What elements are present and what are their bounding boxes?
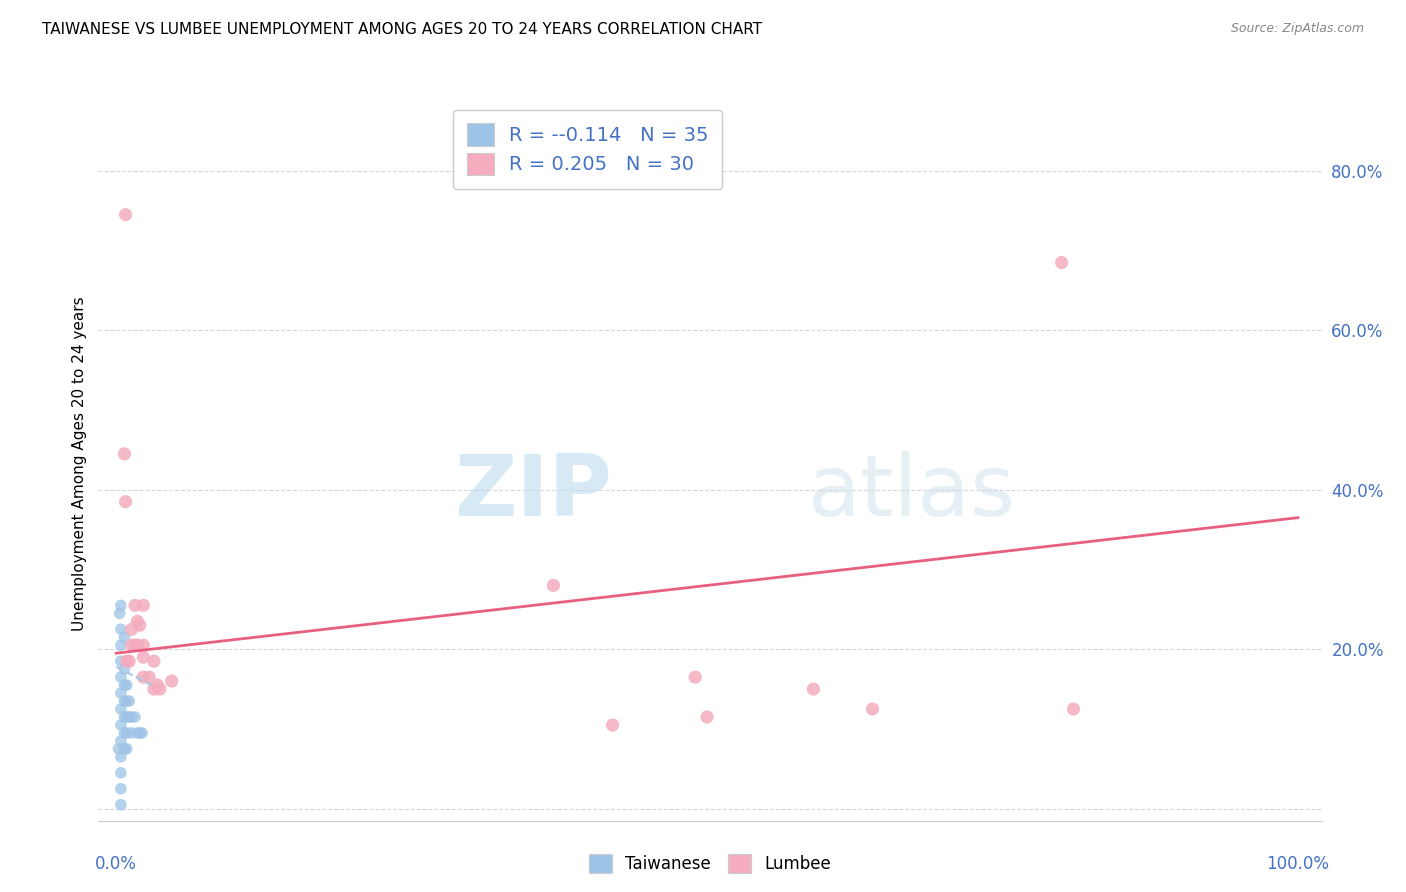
Point [115,678,138,692]
Point [112,678,135,692]
Point [110,718,132,732]
Point [803,682,825,697]
Text: TAIWANESE VS LUMBEE UNEMPLOYMENT AMONG AGES 20 TO 24 YEARS CORRELATION CHART: TAIWANESE VS LUMBEE UNEMPLOYMENT AMONG A… [42,22,762,37]
Point [127,615,149,629]
Point [132,670,155,684]
Point [121,622,143,636]
Point [110,781,132,796]
Point [132,599,155,613]
Point [114,494,136,508]
Point [112,726,135,740]
Point [118,654,141,668]
Point [115,726,138,740]
Point [121,710,143,724]
Point [112,694,135,708]
Point [127,726,149,740]
Text: 0.0%: 0.0% [96,855,138,873]
Point [862,702,884,716]
Point [602,718,624,732]
Point [121,726,143,740]
Text: ZIP: ZIP [454,450,612,534]
Point [110,599,132,613]
Point [127,638,149,652]
Point [1050,255,1073,269]
Point [1062,702,1084,716]
Point [118,710,141,724]
Point [110,686,132,700]
Point [696,710,718,724]
Point [160,674,183,689]
Point [115,654,138,668]
Point [112,742,135,756]
Point [110,734,132,748]
Point [115,710,138,724]
Point [107,742,129,756]
Point [110,654,132,668]
Point [112,447,135,461]
Point [110,702,132,716]
Point [143,654,166,668]
Point [543,578,565,592]
Point [110,622,132,636]
Point [128,726,150,740]
Text: Source: ZipAtlas.com: Source: ZipAtlas.com [1230,22,1364,36]
Point [118,694,141,708]
Text: atlas: atlas [808,450,1017,534]
Point [110,749,132,764]
Point [149,682,172,697]
Point [115,742,138,756]
Point [683,670,706,684]
Point [124,710,146,724]
Point [128,618,150,632]
Point [146,678,169,692]
Point [131,726,153,740]
Point [132,650,155,665]
Point [114,208,136,222]
Point [112,630,135,644]
Legend: Taiwanese, Lumbee: Taiwanese, Lumbee [582,847,838,880]
Point [121,638,143,652]
Point [124,599,146,613]
Point [110,670,132,684]
Point [110,765,132,780]
Point [112,662,135,676]
Point [138,670,160,684]
Point [143,682,166,697]
Point [112,710,135,724]
Text: 100.0%: 100.0% [1267,855,1330,873]
Point [115,694,138,708]
Point [110,797,132,812]
Point [132,638,155,652]
Point [124,638,146,652]
Point [110,638,132,652]
Point [108,607,131,621]
Y-axis label: Unemployment Among Ages 20 to 24 years: Unemployment Among Ages 20 to 24 years [72,296,87,632]
